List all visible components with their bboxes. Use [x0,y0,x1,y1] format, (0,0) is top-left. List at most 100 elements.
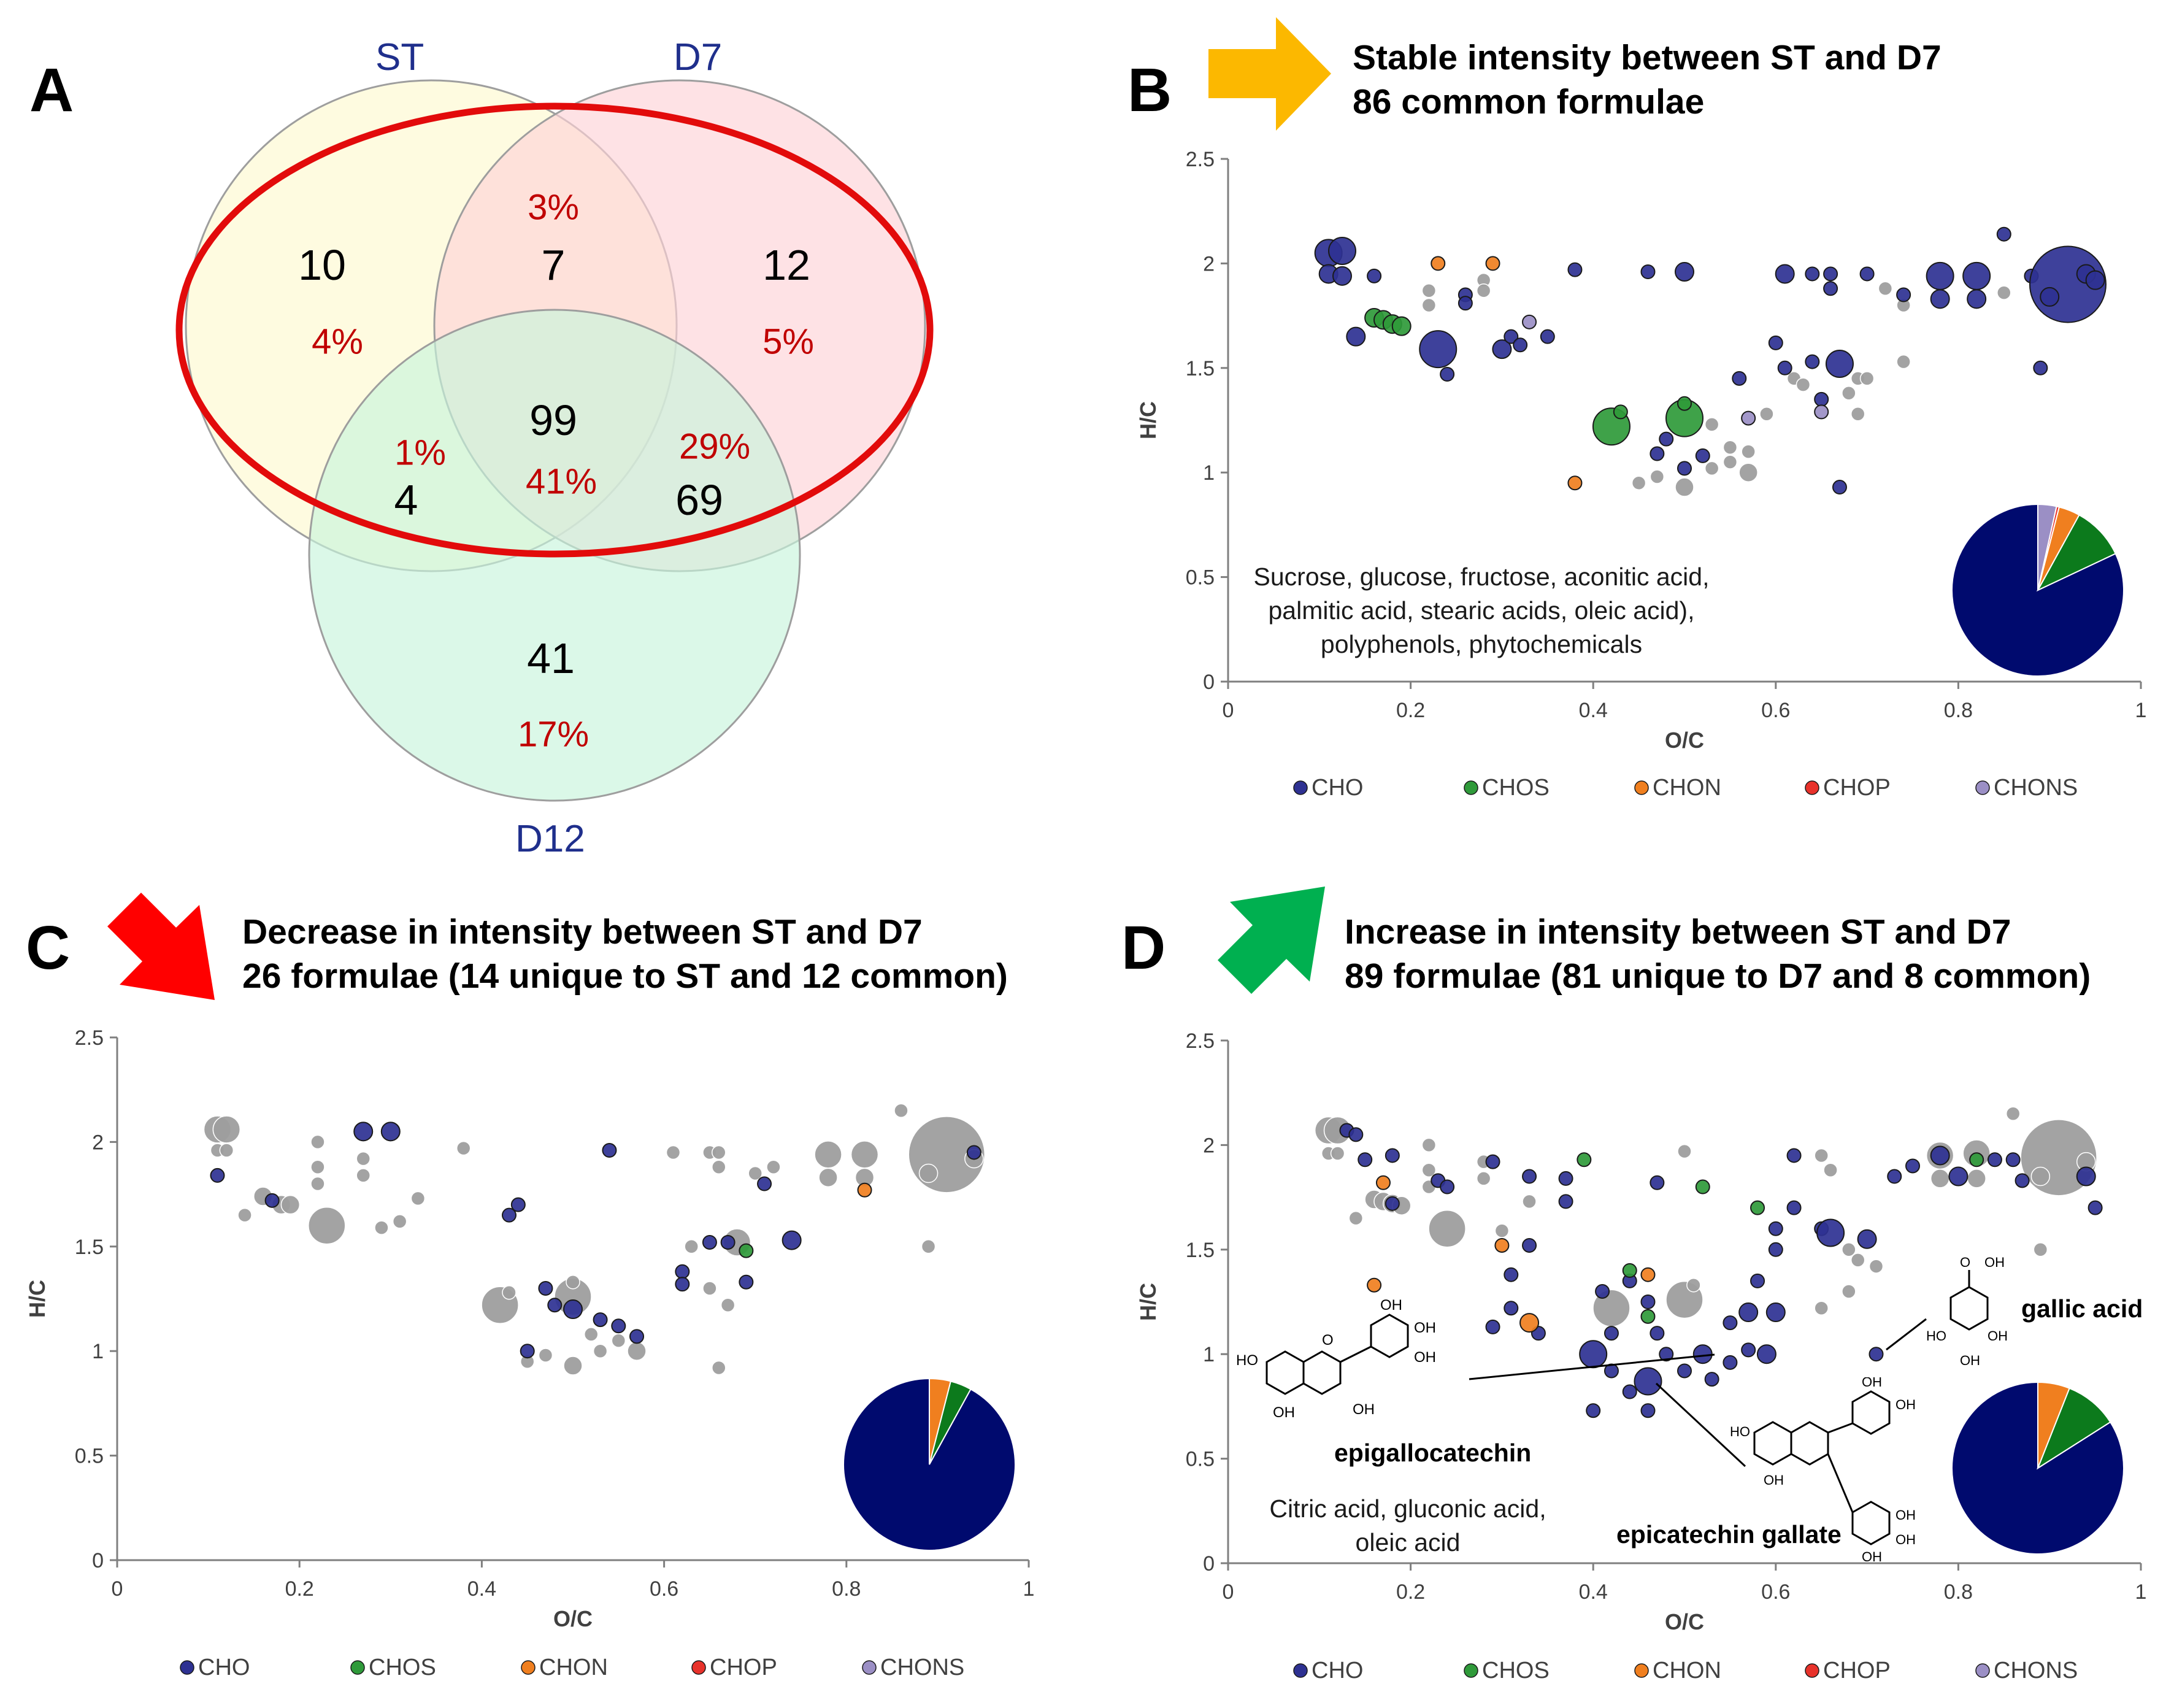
data-point [1768,335,1783,350]
data-point [1732,371,1747,386]
legend-marker-chons [1975,780,1990,795]
data-point [1385,1196,1400,1211]
data-point [918,1163,939,1183]
arrow-down-right-icon [107,893,215,1000]
data-point [1786,1148,1802,1163]
data-point [782,1230,802,1250]
data-point [1878,281,1893,296]
data-point [1677,396,1692,411]
legend-label-chos: CHOS [1482,775,1550,801]
data-point [1930,1145,1950,1166]
legend-label-chos: CHOS [1482,1658,1550,1683]
data-point [1677,1363,1692,1379]
data-point [684,1239,699,1254]
legend-label-chon: CHON [1653,775,1721,801]
venn-pct-st-d7: 3% [528,187,579,228]
legend-label-cho: CHO [198,1655,250,1680]
data-point [921,1239,936,1254]
data-point [1640,1309,1656,1324]
data-point [356,1168,371,1183]
data-point [1440,367,1455,382]
compound-label-gallic-acid: gallic acid [2021,1294,2143,1323]
data-point [1677,461,1692,476]
data-point [583,1327,599,1342]
data-point [264,1193,280,1208]
data-point [1859,371,1875,386]
data-point [1741,410,1756,426]
data-point [1650,446,1665,461]
legend-label-cho: CHO [1312,1658,1363,1683]
svg-text:OH: OH [1862,1377,1882,1390]
data-point [712,1160,726,1175]
data-point [1346,326,1366,347]
data-point [666,1145,681,1160]
legend-label-chop: CHOP [1823,1658,1891,1683]
data-point [857,1182,872,1198]
data-point [1604,1326,1619,1341]
data-point [1805,354,1820,369]
data-point [237,1207,252,1223]
data-point [1640,1294,1656,1309]
panel-b-note: Sucrose, glucose, fructose, aconitic aci… [1253,563,1710,658]
y-tick-label: 0 [1203,1552,1215,1575]
data-point [1440,1179,1455,1194]
data-point [966,1145,981,1160]
data-point [1519,1313,1540,1333]
panel-c-title-line2: 26 formulae (14 unique to ST and 12 comm… [242,956,1008,996]
data-point [593,1312,608,1328]
svg-text:OH: OH [1896,1532,1916,1547]
data-point [629,1329,645,1344]
data-point [1842,385,1856,401]
data-point [538,1348,553,1363]
data-point [1741,444,1756,459]
data-point [1756,1344,1776,1364]
svg-text:OH: OH [1984,1255,2005,1270]
venn-pct-d7-d12: 29% [678,426,751,467]
data-point [1558,1194,1573,1209]
data-point [1768,1242,1783,1257]
x-axis-label: O/C [1665,728,1704,753]
data-point [1814,1148,1829,1163]
venn-pct-d12-only: 17% [517,714,590,755]
arrow-up-right-icon [1218,887,1325,994]
panel-b-title-line2: 86 common formulae [1353,82,1705,121]
y-tick-label: 0 [92,1549,104,1572]
svg-text:OH: OH [1896,1507,1916,1523]
data-point [702,1234,717,1250]
venn-set-label-st: ST [375,36,424,79]
data-point [1686,1277,1701,1293]
y-tick-label: 2.5 [75,1026,104,1050]
data-point [547,1298,563,1313]
data-point [1494,1223,1510,1238]
data-point [563,1299,583,1320]
svg-text:OH: OH [1764,1472,1784,1488]
legend-label-cho: CHO [1312,775,1363,801]
data-point [1786,1200,1802,1215]
data-point [702,1281,717,1296]
data-point [1522,1194,1537,1209]
data-point [2015,1173,2030,1188]
data-point [1613,404,1628,420]
legend-label-chons: CHONS [1994,775,2078,801]
data-point [510,1197,526,1212]
data-point [1577,1152,1592,1168]
y-tick-label: 2.5 [1186,1029,1215,1053]
x-tick-label: 0.2 [285,1577,314,1601]
data-point [502,1285,517,1300]
data-point [2033,360,2048,375]
x-tick-label: 0.6 [1761,699,1790,722]
venn-pct-st-d12: 1% [394,433,446,473]
data-point [1659,431,1674,447]
x-tick-label: 0 [112,1577,123,1601]
data-point [1485,1319,1500,1334]
data-point [1558,1171,1573,1186]
epicatechin-gallate-structure: HO OH OH OH OH OH OH [1730,1377,1916,1564]
venn-count-st-only: 10 [298,241,346,289]
data-point [1458,296,1473,311]
data-point [1741,1342,1756,1358]
y-axis-label: H/C [25,1280,50,1318]
data-point [1869,1347,1884,1362]
pie-slice-chons [2037,503,2057,591]
